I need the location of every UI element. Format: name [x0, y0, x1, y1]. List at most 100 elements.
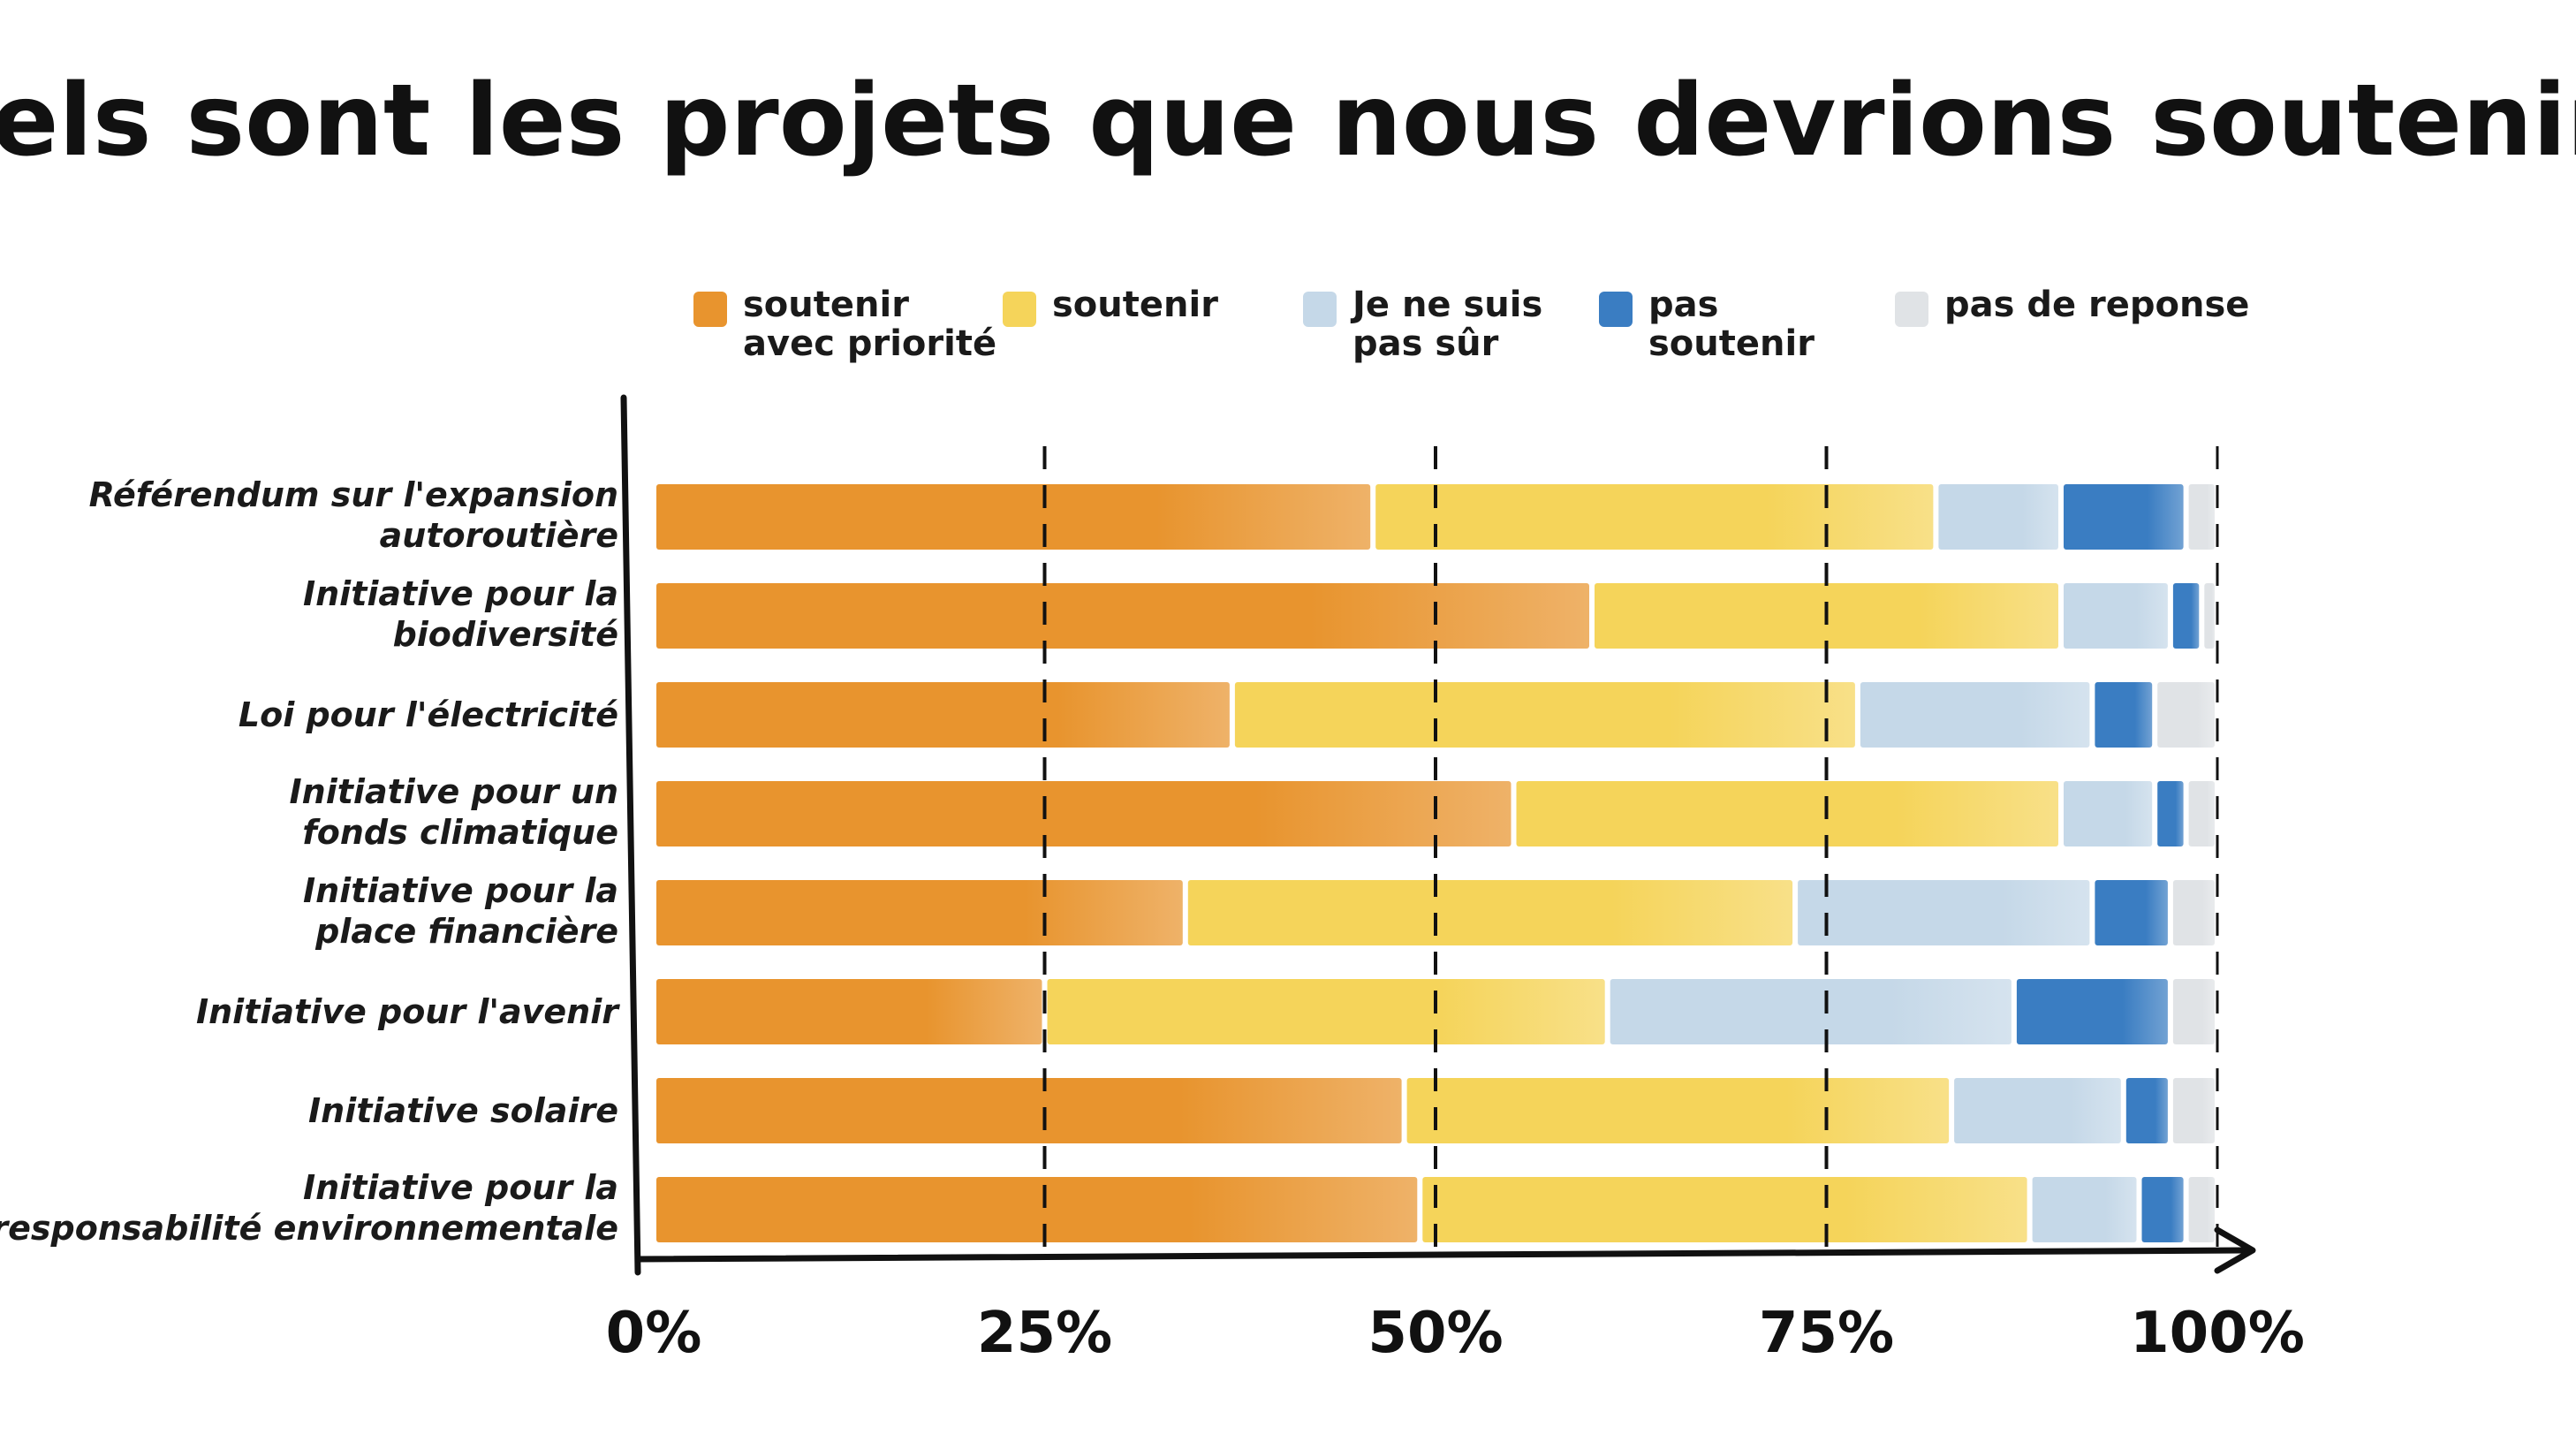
bar-row: [656, 781, 2215, 846]
x-tick-label: 100%: [2130, 1301, 2305, 1366]
category-label-line: biodiversité: [393, 615, 618, 654]
category-label-line: Initiative pour la: [303, 1168, 618, 1207]
x-axis-arrow: [2214, 1226, 2256, 1274]
category-label-line: Référendum sur l'expansion: [89, 475, 618, 514]
bar-segment: [1798, 880, 2090, 945]
category-label: Initiative solaire: [308, 1091, 618, 1130]
legend-item: soutenir: [1003, 285, 1218, 327]
bar-segment: [2204, 583, 2215, 649]
x-tick-labels: 0% 25% 50% 75% 100%: [606, 1301, 2305, 1366]
category-label-line: Initiative pour l'avenir: [196, 992, 620, 1031]
bar-segment: [2172, 979, 2215, 1044]
bar-segment: [1938, 484, 2058, 550]
category-label-line: place financière: [314, 912, 618, 951]
bar-segment: [2016, 979, 2168, 1044]
legend-label: soutenir: [743, 285, 909, 325]
bar-row: [656, 880, 2215, 945]
legend-swatch: [693, 292, 727, 327]
bar-segment: [656, 682, 1230, 748]
bar-segment: [1860, 682, 2090, 748]
bar-segment: [2095, 682, 2153, 748]
y-axis: [620, 394, 641, 1276]
bar-row: [656, 682, 2215, 748]
bar-segment: [1406, 1078, 1950, 1143]
category-label-line: Loi pour l'électricité: [239, 695, 618, 734]
bar-segment: [2188, 781, 2215, 846]
category-label: Loi pour l'électricité: [239, 695, 618, 734]
bar-row: [656, 979, 2215, 1044]
gridlines: [1042, 446, 2219, 1259]
bar-row: [656, 1078, 2215, 1143]
bar-segment: [1187, 880, 1793, 945]
bar-row: [656, 1177, 2215, 1242]
legend-label: soutenir: [1052, 285, 1218, 325]
bar-segment: [656, 1177, 1418, 1242]
x-tick-label: 0%: [606, 1301, 702, 1366]
category-label: Initiative pour l'avenir: [196, 992, 620, 1031]
legend-swatch: [1895, 292, 1928, 327]
axes: [620, 394, 2256, 1276]
bar-segment: [2157, 781, 2184, 846]
bar-segment: [2064, 781, 2153, 846]
x-tick-label: 25%: [977, 1301, 1112, 1366]
x-tick-label: 50%: [1368, 1301, 1503, 1366]
bar-segment: [1375, 484, 1934, 550]
legend-label: Je ne suis: [1350, 285, 1542, 325]
bar-segment: [2157, 682, 2215, 748]
bar-segment: [2064, 484, 2184, 550]
category-label-line: Initiative pour la: [303, 871, 618, 910]
bar-segment: [2064, 583, 2168, 649]
bar-segment: [1047, 979, 1605, 1044]
legend-label: avec priorité: [743, 323, 996, 364]
chart-title: Quels sont les projets que nous devrions…: [0, 64, 2576, 178]
category-label-line: fonds climatique: [302, 813, 618, 852]
bar-segment: [656, 880, 1183, 945]
legend-item: pas de reponse: [1895, 285, 2249, 327]
category-label-line: responsabilité environnementale: [0, 1209, 618, 1248]
bar-segment: [656, 583, 1589, 649]
bar-segment: [2125, 1078, 2168, 1143]
bar-segment: [2188, 1177, 2215, 1242]
bar-segment: [2032, 1177, 2137, 1242]
bar-segment: [656, 781, 1512, 846]
legend-label: pas: [1648, 285, 1718, 325]
bar-segment: [2141, 1177, 2184, 1242]
x-axis: [634, 1247, 2252, 1263]
category-label-line: Initiative pour un: [290, 772, 618, 811]
bar-segment: [1516, 781, 2058, 846]
legend-label: soutenir: [1648, 323, 1815, 364]
bar-segment: [1954, 1078, 2121, 1143]
legend-swatch: [1003, 292, 1036, 327]
bar-segment: [1234, 682, 1855, 748]
x-tick-label: 75%: [1759, 1301, 1894, 1366]
bar-segment: [2095, 880, 2168, 945]
bar-segment: [1422, 1177, 2027, 1242]
legend-swatch: [1599, 292, 1633, 327]
bar-segment: [2172, 1078, 2215, 1143]
bar-segment: [2172, 583, 2200, 649]
legend-label: pas de reponse: [1944, 285, 2249, 325]
category-label-line: autoroutière: [380, 516, 618, 555]
category-label-line: Initiative solaire: [308, 1091, 618, 1130]
bar-segment: [656, 979, 1042, 1044]
legend-label: pas sûr: [1352, 323, 1499, 364]
bar-segment: [2188, 484, 2215, 550]
bar-segment: [1610, 979, 2012, 1044]
bars: [656, 484, 2215, 1242]
category-label-line: Initiative pour la: [303, 574, 618, 613]
bar-row: [656, 484, 2215, 550]
bar-segment: [656, 1078, 1402, 1143]
bar-segment: [656, 484, 1371, 550]
